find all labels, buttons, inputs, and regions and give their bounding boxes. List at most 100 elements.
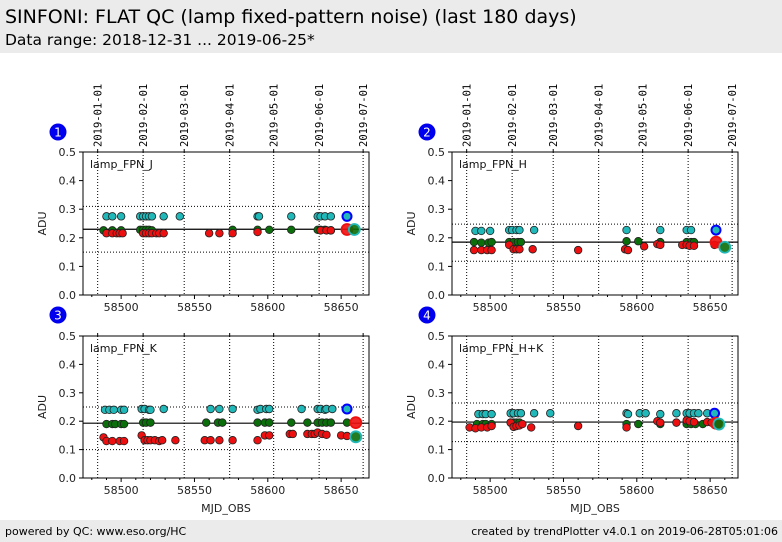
- plot-panel-1: 1 2019-01-01 2019-02-01 2019-03-01 2019-04-0…: [36, 84, 370, 314]
- data-point-cyan: [516, 409, 526, 418]
- data-point-red: [573, 245, 583, 255]
- data-point-green: [119, 419, 129, 429]
- data-point-red: [469, 245, 479, 255]
- data-point-red: [623, 245, 633, 255]
- data-point-cyan: [119, 405, 129, 415]
- y-axis-label: ADU: [405, 395, 418, 419]
- data-point-cyan: [487, 409, 496, 419]
- top-date-label: 2019-02-01: [507, 84, 519, 147]
- x-tick-label: 58600: [250, 301, 285, 314]
- panel-number-badge: [418, 306, 436, 324]
- x-tick-label: 58600: [619, 301, 654, 314]
- x-tick-label: 58600: [250, 484, 285, 497]
- data-point-cyan: [529, 225, 539, 235]
- x-tick-label: 58500: [473, 301, 508, 314]
- data-point-green: [487, 237, 496, 247]
- top-date-label: 2019-04-01: [594, 84, 606, 147]
- panel-number-badge: [49, 306, 67, 324]
- y-tick-label: 0.2: [59, 415, 77, 428]
- data-point-cyan: [159, 212, 168, 221]
- top-date-label: 2019-03-01: [179, 84, 191, 147]
- data-point-cyan: [108, 212, 117, 221]
- panel-number-label: 3: [54, 309, 62, 323]
- y-tick-label: 0.2: [428, 415, 446, 428]
- data-point-cyan: [694, 409, 703, 418]
- data-point-red: [689, 417, 699, 427]
- data-point-green: [469, 237, 479, 247]
- data-point-red: [528, 245, 537, 254]
- x-tick-label: 58650: [693, 484, 728, 497]
- y-tick-label: 0.5: [59, 146, 77, 159]
- panel-title: lamp_FPN_J: [90, 158, 153, 171]
- y-tick-label: 0.1: [59, 444, 77, 457]
- y-axis-label: ADU: [36, 211, 49, 235]
- data-point-cyan: [146, 405, 155, 415]
- x-tick-label: 58650: [324, 484, 359, 497]
- y-tick-label: 0.4: [59, 175, 77, 188]
- x-tick-label: 58600: [619, 484, 654, 497]
- data-point-red: [206, 436, 215, 445]
- data-point-red: [518, 419, 527, 429]
- panel-number-label: 4: [423, 309, 431, 323]
- data-point-red: [265, 431, 274, 440]
- data-point-cyan: [116, 212, 126, 221]
- data-point-red: [487, 245, 496, 255]
- top-date-label: 2019-07-01: [358, 84, 370, 147]
- data-point-cyan: [265, 404, 274, 414]
- data-point-red: [119, 436, 129, 446]
- data-point-green: [287, 418, 296, 427]
- data-point-cyan: [215, 404, 224, 414]
- top-date-label: 2019-01-01: [93, 84, 105, 147]
- axes-frame: [82, 335, 370, 479]
- latest-point-green: [718, 240, 732, 254]
- data-point-red: [253, 227, 262, 237]
- x-tick-label: 58500: [473, 484, 508, 497]
- x-tick-label: 58650: [324, 301, 359, 314]
- y-tick-label: 0.4: [428, 358, 446, 371]
- y-tick-label: 0.0: [59, 472, 77, 485]
- data-point-cyan: [672, 409, 681, 418]
- data-point-red: [215, 229, 224, 238]
- latest-point-cyan: [341, 403, 353, 415]
- data-point-red: [253, 436, 262, 445]
- data-point-red: [204, 229, 214, 238]
- data-point-red: [228, 436, 237, 445]
- data-point-cyan: [159, 404, 168, 414]
- axes-frame: [451, 151, 739, 296]
- data-point-green: [477, 238, 486, 247]
- data-point-red: [228, 229, 237, 238]
- y-tick-label: 0.4: [59, 358, 77, 371]
- y-tick-label: 0.5: [428, 146, 446, 159]
- data-point-red: [288, 429, 297, 439]
- data-point-green: [146, 418, 155, 427]
- data-point-cyan: [287, 212, 296, 221]
- data-point-red: [515, 245, 524, 254]
- plot-panel-2: 2 2019-01-01 2019-02-01 2019-03-01 2019-04-0…: [405, 84, 739, 314]
- y-tick-label: 0.3: [428, 387, 446, 400]
- top-date-label: 2019-03-01: [548, 84, 560, 147]
- y-tick-label: 0.2: [428, 232, 446, 245]
- data-point-green: [634, 237, 643, 246]
- x-tick-label: 58500: [104, 484, 139, 497]
- panel-number-badge: [49, 123, 67, 141]
- data-point-cyan: [328, 404, 337, 414]
- y-tick-label: 0.0: [428, 472, 446, 485]
- top-date-label: 2019-02-01: [138, 84, 150, 147]
- data-point-red: [622, 423, 631, 432]
- top-date-label: 2019-06-01: [314, 84, 326, 147]
- panel-number-label: 1: [54, 126, 62, 140]
- y-tick-label: 0.1: [428, 260, 446, 273]
- page-title: SINFONI: FLAT QC (lamp fixed-pattern noi…: [5, 6, 577, 28]
- data-point-cyan: [622, 225, 631, 235]
- data-point-cyan: [485, 226, 495, 236]
- y-tick-label: 0.4: [428, 175, 446, 188]
- y-tick-label: 0.5: [59, 330, 77, 343]
- data-point-red: [322, 430, 331, 440]
- data-range: Data range: 2018-12-31 ... 2019-06-25*: [5, 31, 315, 49]
- panel-number-label: 2: [423, 126, 431, 140]
- x-axis-label: MJD_OBS: [570, 502, 620, 515]
- data-point-green: [303, 418, 312, 427]
- y-tick-label: 0.3: [428, 203, 446, 216]
- top-date-label: 2019-06-01: [683, 84, 695, 147]
